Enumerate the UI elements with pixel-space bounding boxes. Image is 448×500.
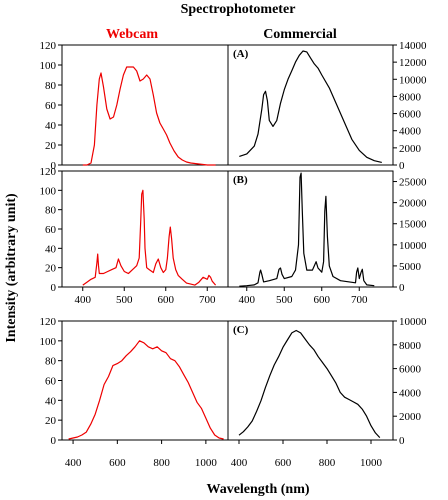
panel-r3-left-series-line <box>68 340 224 440</box>
panel-r1-right-ytick-label: 4000 <box>399 126 422 138</box>
panel-r1-right-ytick-label: 6000 <box>399 109 422 121</box>
panel-r1-left-series-line <box>82 66 216 166</box>
panel-r3-right-xtick-label: 400 <box>231 457 248 469</box>
y-axis-title: Intensity (arbitrary unit) <box>4 193 19 343</box>
panel-r1-left-ytick-label: 60 <box>45 100 57 112</box>
panel-r3-left-ytick-label: 100 <box>40 336 57 348</box>
panel-r1-left-ytick-label: 80 <box>45 80 57 92</box>
panel-r2-right-ytick-label: 25000 <box>399 177 427 189</box>
panel-r2-left-ytick-label: 100 <box>40 185 57 197</box>
panel-r3-right-label: (C) <box>233 324 249 336</box>
panel-r1-right-ytick-label: 10000 <box>399 74 427 86</box>
panel-r2-left-xtick-label: 500 <box>116 294 133 306</box>
panel-r3-right-xtick-label: 800 <box>319 457 336 469</box>
panel-r2-left-xtick-label: 400 <box>75 294 92 306</box>
panel-r2-left-ytick-label: 20 <box>45 263 57 275</box>
panel-r1-right-series-line <box>239 50 382 163</box>
panel-r3-left-xtick-label: 1000 <box>195 457 218 469</box>
panel-r2-left-ytick-label: 40 <box>45 243 57 255</box>
panel-r1-left-ytick-label: 0 <box>51 160 57 172</box>
panel-r3-left-xtick-label: 600 <box>109 457 126 469</box>
panel-r1-left-ytick-label: 40 <box>45 120 57 132</box>
panel-r3-right-series-line <box>238 329 381 439</box>
panel-r3-right-xtick-label: 600 <box>275 457 292 469</box>
x-axis-title: Wavelength (nm) <box>206 482 309 497</box>
panel-r2-right-ytick-label: 0 <box>399 282 405 294</box>
panel-r2-right-label: (B) <box>233 174 248 186</box>
panel-r1-right-ytick-label: 8000 <box>399 91 422 103</box>
panel-r3-right-ytick-label: 6000 <box>399 364 422 376</box>
panel-r2-right-ytick-label: 20000 <box>399 198 427 210</box>
panel-r1-left-ytick-label: 100 <box>40 60 57 72</box>
panel-r2-right-ytick-label: 5000 <box>399 261 422 273</box>
panel-r2-left-ytick-label: 80 <box>45 205 57 217</box>
panel-r3-left-ytick-label: 80 <box>45 356 57 368</box>
panel-r2-left-xtick-label: 600 <box>158 294 175 306</box>
panels: 0204060801001200200040006000800010000120… <box>40 40 428 469</box>
panel-r3-left-ytick-label: 60 <box>45 376 57 388</box>
panel-r2-right-ytick-label: 15000 <box>399 219 427 231</box>
panel-r1-right-ytick-label: 12000 <box>399 57 427 69</box>
panel-r2-left-series-line <box>82 189 217 286</box>
panel-r3-right-ytick-label: 4000 <box>399 387 422 399</box>
panel-r2-left-ytick-label: 60 <box>45 224 57 236</box>
panel-r2-left-ytick-label: 120 <box>40 166 57 178</box>
panel-r3-right-ytick-label: 2000 <box>399 411 422 423</box>
panel-r3-left-ytick-label: 40 <box>45 395 57 407</box>
webcam-column-title: Webcam <box>106 27 158 42</box>
panel-r2-right-xtick-label: 700 <box>351 294 368 306</box>
panel-r1-right-ytick-label: 14000 <box>399 40 427 52</box>
panel-r1-right-label: (A) <box>233 48 249 60</box>
panel-r2-right-series-line <box>239 172 375 287</box>
figure-title: Spectrophotometer <box>181 2 296 17</box>
panel-r1-right-ytick-label: 0 <box>399 160 405 172</box>
panel-r3-left-xtick-label: 400 <box>65 457 82 469</box>
panel-r2-right-xtick-label: 500 <box>276 294 293 306</box>
panel-r2-right-xtick-label: 400 <box>239 294 256 306</box>
panel-r3-right-ytick-label: 0 <box>399 435 405 447</box>
panel-r2-left-xtick-label: 700 <box>199 294 216 306</box>
panel-r2-right-xtick-label: 600 <box>314 294 331 306</box>
panel-r1-left-ytick-label: 20 <box>45 140 57 152</box>
panel-r2-right-ytick-label: 10000 <box>399 240 427 252</box>
panel-r3-left-ytick-label: 0 <box>51 435 57 447</box>
panel-r3-right-ytick-label: 10000 <box>399 316 427 328</box>
panel-r3-left-ytick-label: 20 <box>45 415 57 427</box>
commercial-column-title: Commercial <box>263 27 337 42</box>
panel-r3-left-xtick-label: 800 <box>153 457 170 469</box>
panel-r1-left-ytick-label: 120 <box>40 40 57 52</box>
panel-r2-left-ytick-label: 0 <box>51 282 57 294</box>
panel-r1-right-ytick-label: 2000 <box>399 143 422 155</box>
panel-r3-right-ytick-label: 8000 <box>399 340 422 352</box>
panel-r3-left-ytick-label: 120 <box>40 316 57 328</box>
panel-r3-right-xtick-label: 1000 <box>360 457 383 469</box>
